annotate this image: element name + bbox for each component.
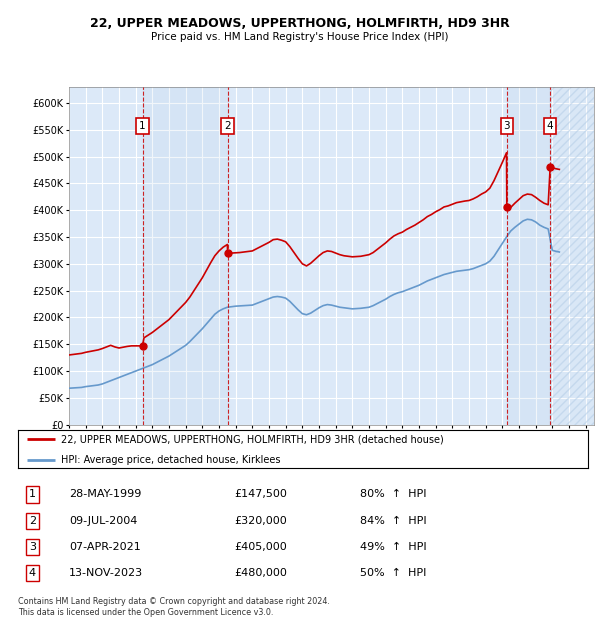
Bar <box>550 87 594 425</box>
Text: 22, UPPER MEADOWS, UPPERTHONG, HOLMFIRTH, HD9 3HR (detached house): 22, UPPER MEADOWS, UPPERTHONG, HOLMFIRTH… <box>61 434 443 445</box>
Text: 28-MAY-1999: 28-MAY-1999 <box>70 489 142 500</box>
Text: 2: 2 <box>224 121 231 131</box>
Text: 07-APR-2021: 07-APR-2021 <box>70 542 141 552</box>
Text: 4: 4 <box>547 121 553 131</box>
Text: 13-NOV-2023: 13-NOV-2023 <box>70 568 143 578</box>
Text: HPI: Average price, detached house, Kirklees: HPI: Average price, detached house, Kirk… <box>61 454 280 464</box>
Text: £405,000: £405,000 <box>235 542 287 552</box>
Bar <box>143 87 227 425</box>
Text: 1: 1 <box>139 121 146 131</box>
Text: 22, UPPER MEADOWS, UPPERTHONG, HOLMFIRTH, HD9 3HR: 22, UPPER MEADOWS, UPPERTHONG, HOLMFIRTH… <box>90 17 510 30</box>
Text: Contains HM Land Registry data © Crown copyright and database right 2024.
This d: Contains HM Land Registry data © Crown c… <box>18 598 330 617</box>
Bar <box>550 87 594 425</box>
Text: 3: 3 <box>29 542 36 552</box>
Text: 1: 1 <box>29 489 36 500</box>
Bar <box>507 87 550 425</box>
Text: 49%  ↑  HPI: 49% ↑ HPI <box>360 542 427 552</box>
Text: 3: 3 <box>503 121 510 131</box>
Text: Price paid vs. HM Land Registry's House Price Index (HPI): Price paid vs. HM Land Registry's House … <box>151 32 449 42</box>
Text: £480,000: £480,000 <box>235 568 287 578</box>
Text: £147,500: £147,500 <box>235 489 287 500</box>
Text: 84%  ↑  HPI: 84% ↑ HPI <box>360 516 427 526</box>
Text: 50%  ↑  HPI: 50% ↑ HPI <box>360 568 427 578</box>
Bar <box>550 87 594 425</box>
Text: 2: 2 <box>29 516 36 526</box>
Text: 80%  ↑  HPI: 80% ↑ HPI <box>360 489 427 500</box>
Text: £320,000: £320,000 <box>235 516 287 526</box>
Text: 09-JUL-2004: 09-JUL-2004 <box>70 516 137 526</box>
Text: 4: 4 <box>29 568 36 578</box>
